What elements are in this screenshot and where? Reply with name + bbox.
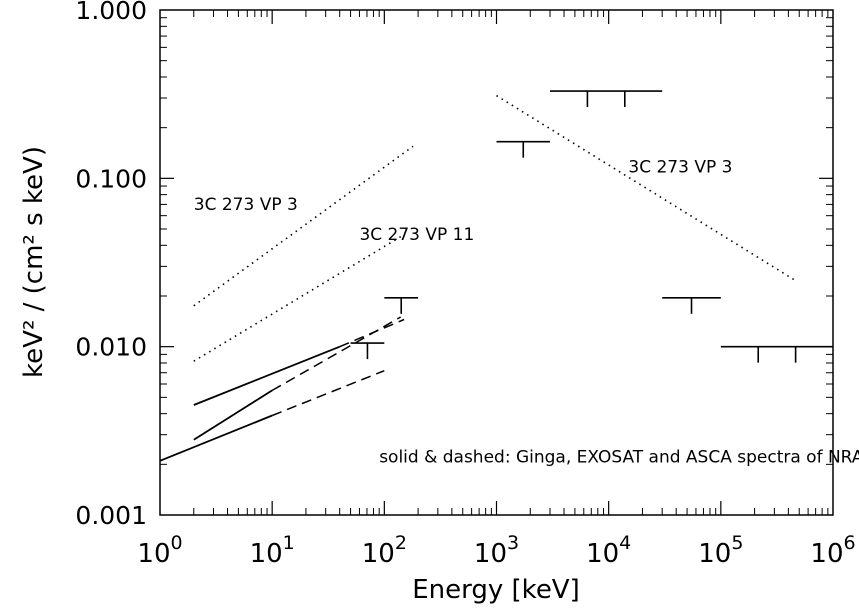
x-tick-label: 103 [474,532,519,569]
plot-frame [159,9,834,516]
y-tick-label: 0.010 [75,333,147,362]
x-tick-exponent: 5 [731,532,743,554]
x-tick-base: 10 [586,539,619,569]
x-tick-labels: 100 101 102 103 104 105 106 [137,532,855,569]
solid-line [159,414,273,462]
x-tick-exponent: 0 [171,532,183,554]
x-tick-label: 105 [698,532,743,569]
annotation-label: 3C 273 VP 3 [194,195,298,215]
x-tick-exponent: 6 [844,532,856,554]
upper-limits [350,90,833,363]
y-tick-label: 0.100 [75,164,147,193]
dotted-line [496,94,795,281]
axis-ticks [160,10,833,515]
y-tick-label: 1.000 [75,0,147,25]
dotted-line [193,236,402,362]
y-tick-label: 0.001 [75,501,147,530]
x-tick-exponent: 4 [619,532,631,554]
x-tick-label: 102 [362,532,407,569]
x-tick-base: 10 [698,539,731,569]
dashed-line [271,316,402,392]
x-tick-base: 10 [250,539,283,569]
annotation-label: 3C 273 VP 3 [628,158,732,178]
x-tick-label: 101 [250,532,295,569]
annotation-label: solid & dashed: Ginga, EXOSAT and ASCA s… [379,448,859,468]
solid-line [193,389,273,441]
x-tick-base: 10 [810,539,843,569]
x-tick-label: 100 [137,532,182,569]
x-tick-base: 10 [137,539,170,569]
x-tick-exponent: 1 [283,532,295,554]
annotations: 3C 273 VP 3 3C 273 VP 11 3C 273 VP 3 solid … [194,158,859,468]
x-tick-exponent: 2 [395,532,407,554]
x-tick-base: 10 [362,539,395,569]
y-tick-labels: 0.001 0.010 0.100 1.000 [75,0,147,530]
x-tick-label: 106 [810,532,855,569]
series-lines [159,94,795,462]
y-axis-title: keV² / (cm² s keV) [19,146,49,378]
dashed-line [271,370,385,417]
annotation-label: 3C 273 VP 11 [359,225,474,245]
solid-line [193,345,341,406]
x-tick-label: 104 [586,532,631,569]
x-tick-base: 10 [474,539,507,569]
x-axis-title: Energy [keV] [412,575,580,605]
x-tick-exponent: 3 [507,532,519,554]
